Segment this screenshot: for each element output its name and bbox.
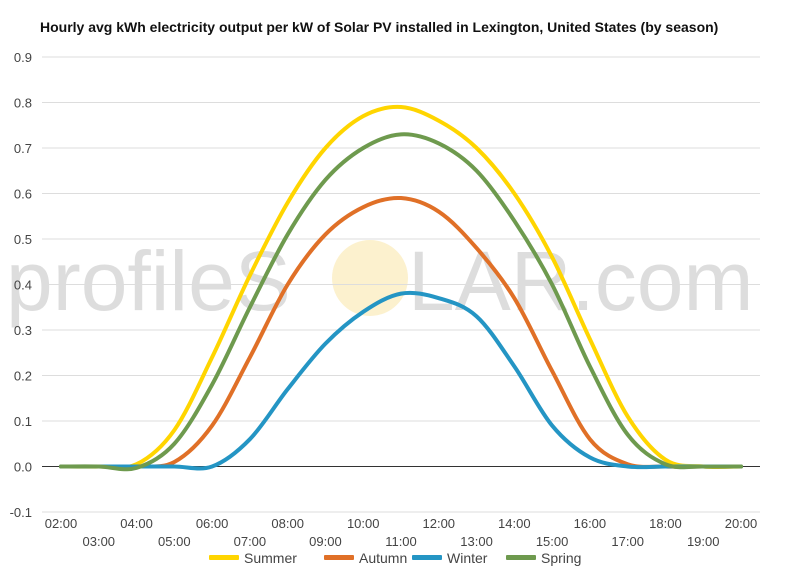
x-tick-label: 03:00	[83, 534, 116, 549]
y-axis: -0.1 0.0 0.1 0.2 0.3 0.4 0.5 0.6 0.7 0.8 0.9	[10, 50, 32, 520]
x-tick-label: 14:00	[498, 516, 531, 531]
y-tick-label: 0.9	[14, 50, 32, 65]
x-tick-label: 12:00	[423, 516, 456, 531]
x-tick-label: 09:00	[309, 534, 342, 549]
watermark: profileS LAR.com	[6, 234, 753, 328]
legend-swatch	[209, 555, 239, 560]
legend-label: Autumn	[359, 550, 407, 566]
y-tick-label: 0.7	[14, 141, 32, 156]
x-tick-label: 20:00	[725, 516, 758, 531]
x-tick-label: 05:00	[158, 534, 191, 549]
legend-swatch	[324, 555, 354, 560]
x-axis: 02:00 03:00 04:00 05:00 06:00 07:00 08:00 09:00…	[45, 516, 758, 549]
watermark-text-right: LAR.com	[408, 234, 753, 328]
x-tick-label: 08:00	[271, 516, 304, 531]
grid	[42, 56, 760, 513]
watermark-text-left: profileS	[6, 234, 291, 328]
series-lines	[59, 104, 743, 472]
y-tick-label: 0.6	[14, 187, 32, 202]
legend-item-summer[interactable]: Summer	[209, 550, 297, 566]
chart-title: Hourly avg kWh electricity output per kW…	[40, 19, 719, 35]
y-tick-label: 0.3	[14, 323, 32, 338]
x-tick-label: 13:00	[460, 534, 493, 549]
series-line-autumn	[59, 195, 743, 469]
x-tick-label: 19:00	[687, 534, 720, 549]
y-tick-label: 0.8	[14, 96, 32, 111]
legend-item-spring[interactable]: Spring	[506, 550, 581, 566]
y-tick-label: 0.4	[14, 278, 32, 293]
x-tick-label: 07:00	[234, 534, 267, 549]
watermark-sun-icon	[332, 240, 408, 316]
legend-item-winter[interactable]: Winter	[412, 550, 488, 566]
x-tick-label: 11:00	[385, 534, 417, 549]
x-tick-label: 15:00	[536, 534, 569, 549]
legend-label: Spring	[541, 550, 581, 566]
series-line-winter	[59, 290, 743, 471]
legend-swatch	[412, 555, 442, 560]
x-tick-label: 18:00	[649, 516, 682, 531]
y-tick-label: 0.5	[14, 232, 32, 247]
legend-label: Winter	[447, 550, 488, 566]
x-tick-label: 16:00	[574, 516, 607, 531]
y-tick-label: 0.2	[14, 369, 32, 384]
legend-swatch	[506, 555, 536, 560]
legend: Summer Autumn Winter Spring	[209, 550, 581, 566]
x-tick-label: 02:00	[45, 516, 78, 531]
legend-label: Summer	[244, 550, 297, 566]
series-line-spring	[59, 132, 743, 472]
y-tick-label: 0.0	[14, 460, 32, 475]
x-tick-label: 10:00	[347, 516, 380, 531]
series-line-summer	[59, 104, 743, 470]
x-tick-label: 04:00	[120, 516, 153, 531]
y-tick-label: 0.1	[14, 414, 32, 429]
y-tick-label: -0.1	[10, 505, 32, 520]
x-tick-label: 17:00	[611, 534, 644, 549]
x-tick-label: 06:00	[196, 516, 229, 531]
legend-item-autumn[interactable]: Autumn	[324, 550, 407, 566]
